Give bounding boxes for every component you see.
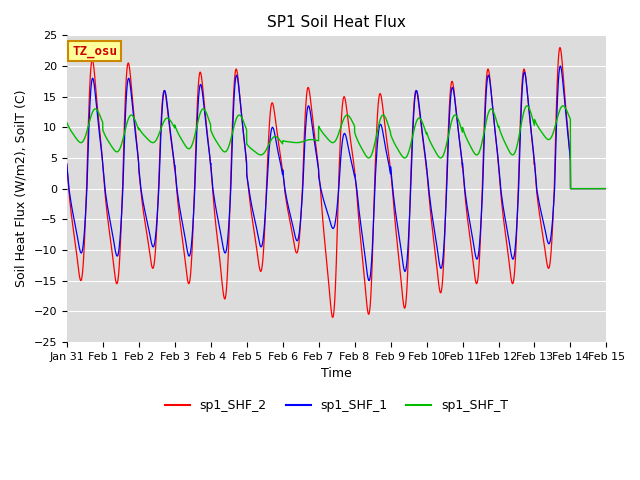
- sp1_SHF_1: [318, 192, 326, 197]
- sp1_SHF_2: [472, 281, 480, 287]
- sp1_SHF_1: [557, 63, 564, 69]
- sp1_SHF_1: [365, 278, 373, 284]
- sp1_SHF_1: [580, 186, 588, 192]
- sp1_SHF_T: [472, 152, 480, 158]
- Y-axis label: Soil Heat Flux (W/m2), SoilT (C): Soil Heat Flux (W/m2), SoilT (C): [15, 90, 28, 288]
- sp1_SHF_2: [318, 209, 326, 215]
- sp1_SHF_1: [602, 186, 610, 192]
- sp1_SHF_2: [580, 186, 588, 192]
- Text: TZ_osu: TZ_osu: [72, 45, 117, 58]
- sp1_SHF_2: [556, 45, 564, 50]
- sp1_SHF_T: [580, 186, 588, 192]
- sp1_SHF_2: [602, 186, 610, 192]
- sp1_SHF_1: [573, 186, 581, 192]
- sp1_SHF_2: [63, 161, 70, 167]
- Line: sp1_SHF_2: sp1_SHF_2: [67, 48, 606, 317]
- Line: sp1_SHF_T: sp1_SHF_T: [67, 106, 606, 189]
- sp1_SHF_T: [566, 186, 574, 192]
- Line: sp1_SHF_1: sp1_SHF_1: [67, 66, 606, 281]
- sp1_SHF_1: [63, 161, 70, 167]
- sp1_SHF_2: [573, 186, 581, 192]
- sp1_SHF_T: [573, 186, 581, 192]
- sp1_SHF_1: [458, 152, 465, 157]
- sp1_SHF_1: [472, 256, 480, 262]
- sp1_SHF_T: [63, 120, 70, 125]
- sp1_SHF_T: [458, 125, 465, 131]
- sp1_SHF_T: [318, 129, 326, 135]
- sp1_SHF_2: [329, 314, 337, 320]
- sp1_SHF_2: [246, 200, 254, 206]
- sp1_SHF_2: [458, 153, 465, 158]
- Legend: sp1_SHF_2, sp1_SHF_1, sp1_SHF_T: sp1_SHF_2, sp1_SHF_1, sp1_SHF_T: [160, 394, 513, 417]
- sp1_SHF_1: [246, 194, 254, 200]
- X-axis label: Time: Time: [321, 367, 352, 380]
- sp1_SHF_T: [602, 186, 610, 192]
- Title: SP1 Soil Heat Flux: SP1 Soil Heat Flux: [267, 15, 406, 30]
- sp1_SHF_T: [246, 145, 254, 151]
- sp1_SHF_T: [524, 103, 531, 109]
